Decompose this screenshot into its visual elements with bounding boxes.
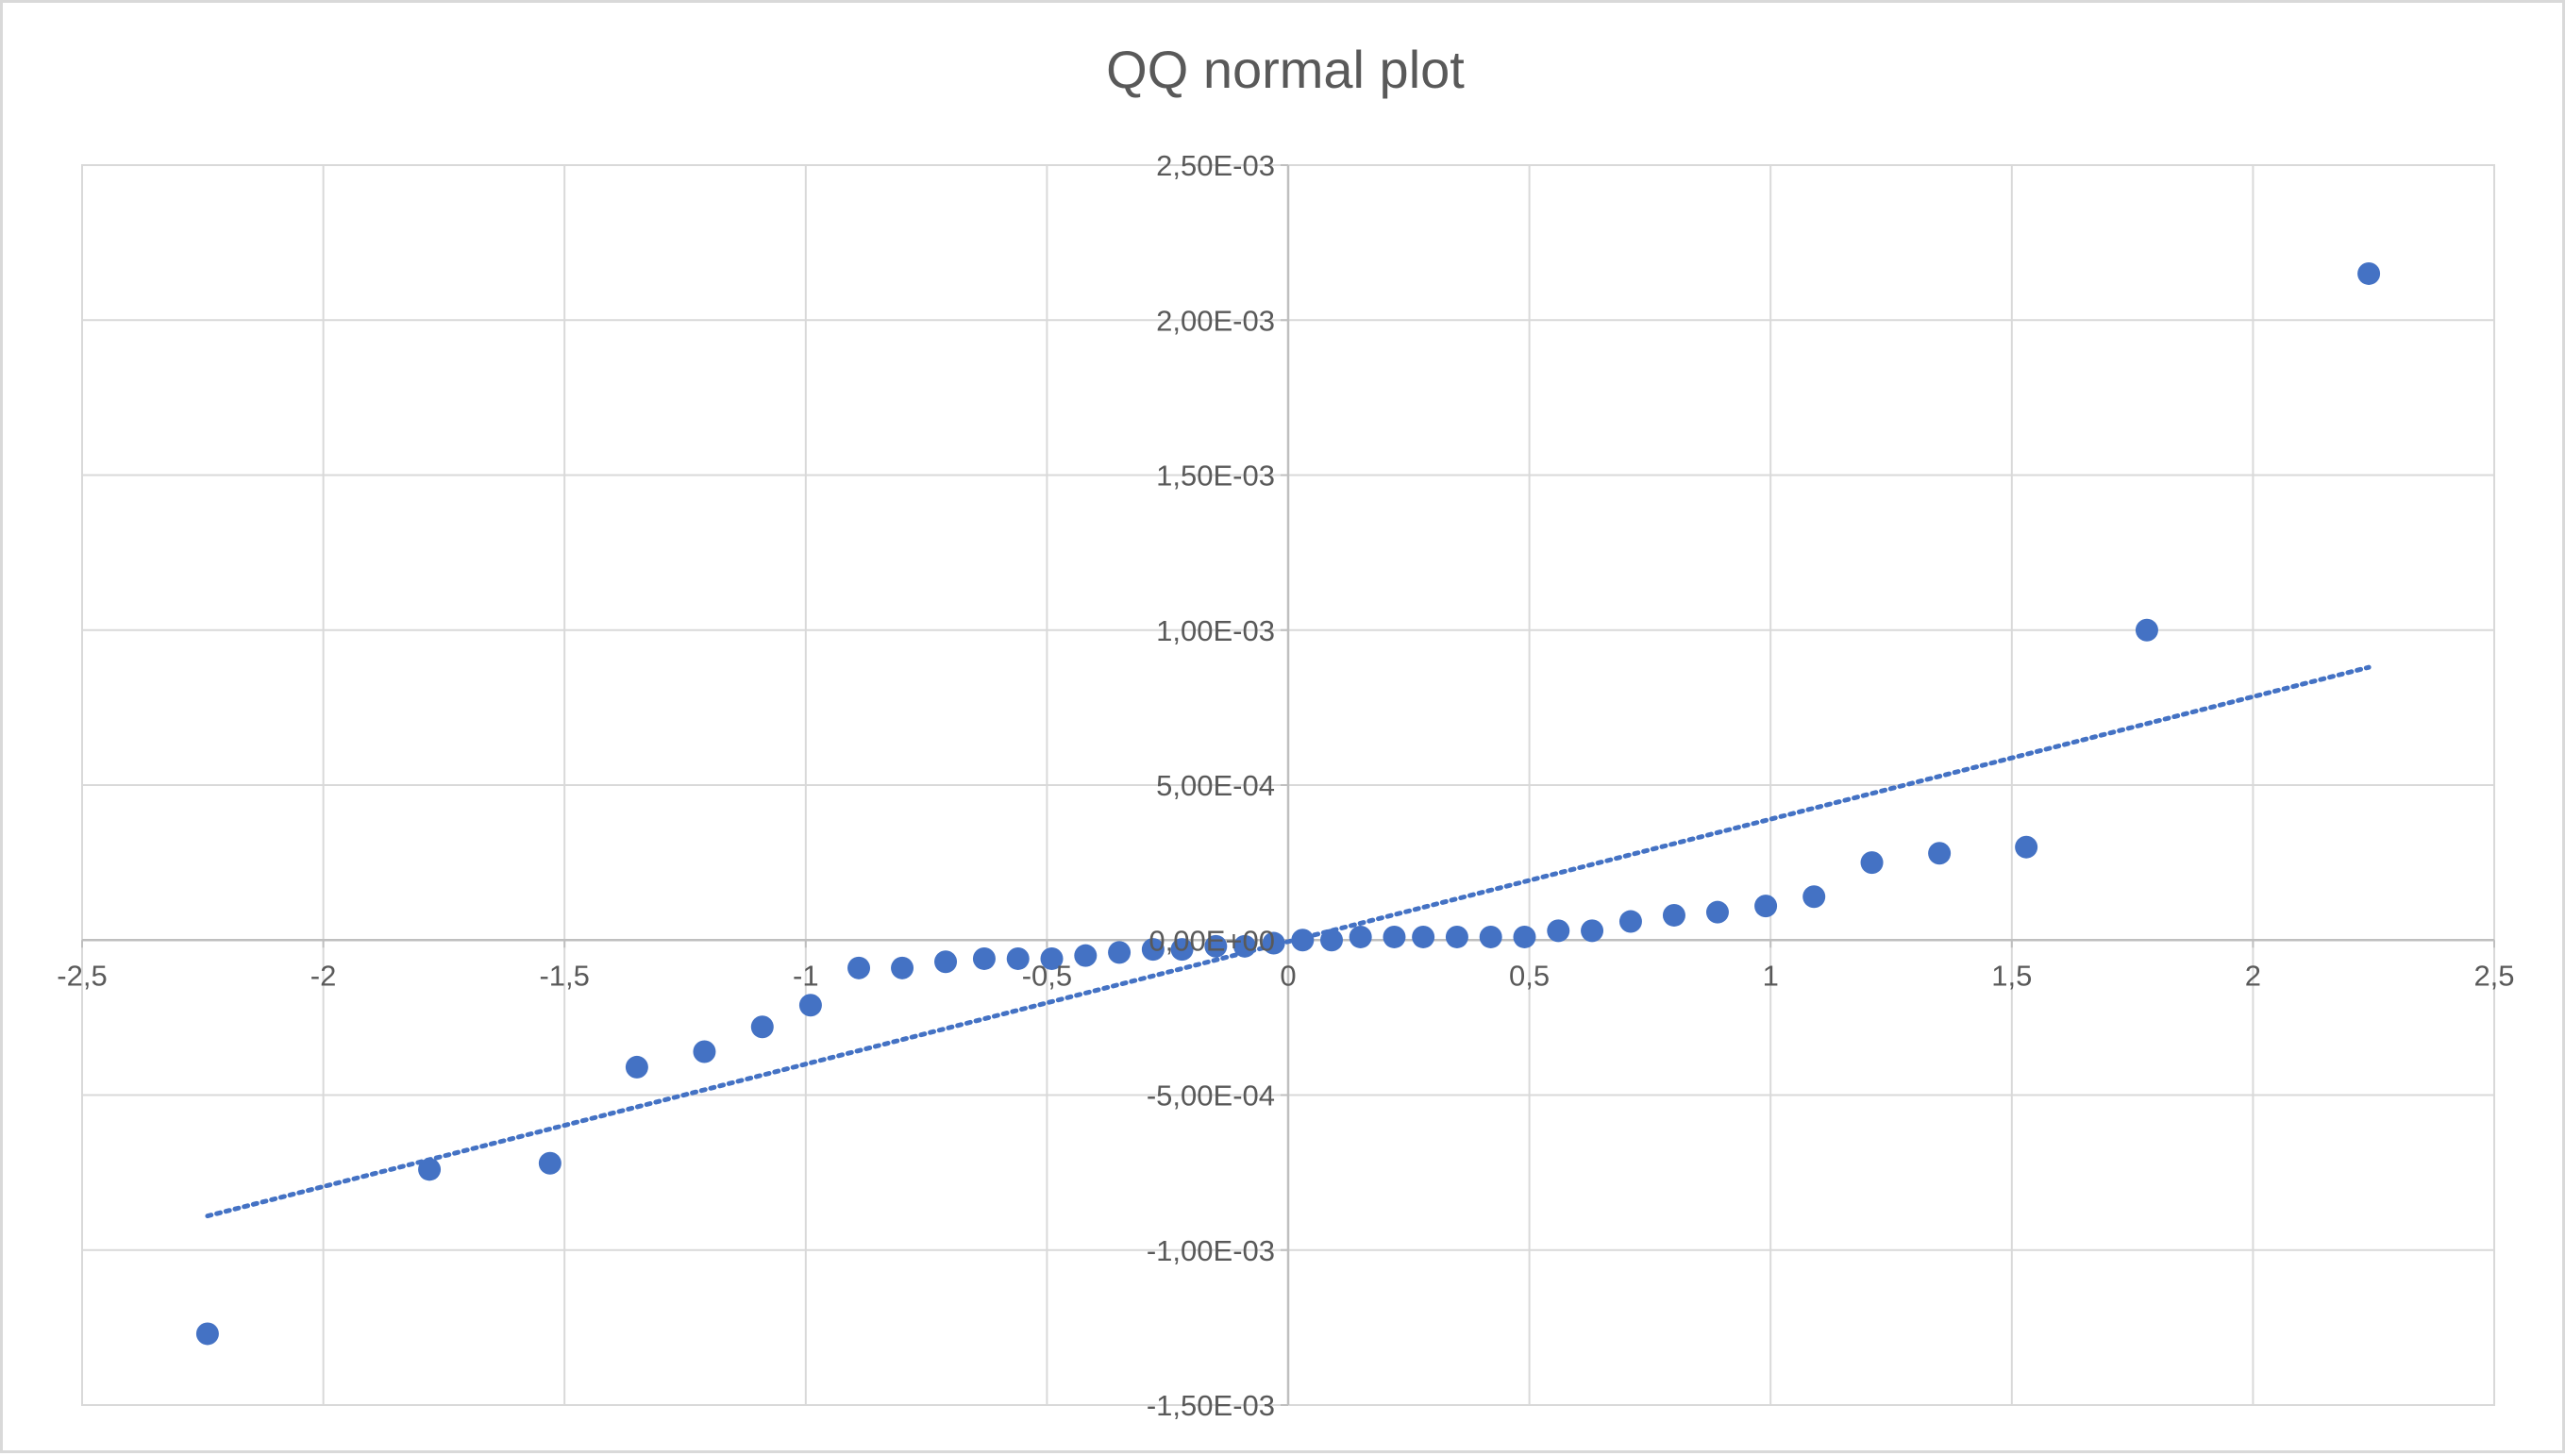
y-tick-label: 1,00E-03 <box>1156 614 1275 647</box>
data-point <box>1204 934 1228 958</box>
data-point <box>693 1040 716 1063</box>
x-tick-label: 0 <box>1280 959 1296 992</box>
x-tick-label: -0,5 <box>1022 959 1072 992</box>
x-tick-label: -2,5 <box>57 959 107 992</box>
data-point <box>1445 925 1468 948</box>
data-points <box>195 261 2381 1346</box>
data-point <box>538 1151 562 1175</box>
data-point <box>798 994 822 1017</box>
data-point <box>1349 925 1372 948</box>
chart-title: QQ normal plot <box>1106 40 1465 99</box>
x-tick-label: 1,5 <box>1991 959 2032 992</box>
data-point <box>847 956 871 979</box>
data-point <box>2015 835 2038 859</box>
x-tick-labels: -2,5 -2 -1,5 -1 -0,5 0 0,5 1 1,5 2 2,5 <box>57 959 2514 992</box>
x-tick-label: 2,5 <box>2473 959 2514 992</box>
data-point <box>1040 946 1064 970</box>
data-point <box>1383 925 1406 948</box>
data-point <box>1479 925 1502 948</box>
data-point <box>1412 925 1435 948</box>
data-point <box>2135 618 2158 642</box>
x-tick-label: -1 <box>793 959 819 992</box>
x-tick-label: 1 <box>1763 959 1779 992</box>
data-point <box>1802 885 1826 909</box>
data-point <box>1006 946 1030 970</box>
data-point <box>1513 925 1536 948</box>
data-point <box>1754 895 1778 918</box>
data-point <box>1618 910 1642 933</box>
y-tick-label: 2,50E-03 <box>1156 149 1275 182</box>
y-tick-label: -1,50E-03 <box>1147 1389 1275 1422</box>
data-point <box>1662 903 1685 927</box>
x-tick-label: -1,5 <box>539 959 589 992</box>
trendline <box>205 664 2372 1219</box>
data-point <box>1170 938 1194 962</box>
x-tick-label: 2 <box>2245 959 2261 992</box>
data-point <box>1705 900 1729 924</box>
data-point <box>1262 931 1285 955</box>
y-tick-label: 5,00E-04 <box>1156 769 1275 802</box>
data-point <box>625 1055 648 1079</box>
y-tick-label: 0,00E+00 <box>1148 924 1275 957</box>
data-point <box>934 950 958 974</box>
data-point <box>1291 929 1315 952</box>
x-tick-label: 0,5 <box>1509 959 1550 992</box>
data-point <box>1232 934 1256 958</box>
data-point <box>1320 929 1344 952</box>
y-tick-labels: 2,50E-03 2,00E-03 1,50E-03 1,00E-03 5,00E-04… <box>1147 149 1275 1422</box>
data-point <box>195 1322 219 1346</box>
data-point <box>1928 842 1952 865</box>
y-tick-label: -1,00E-03 <box>1147 1234 1275 1267</box>
y-tick-label: 1,50E-03 <box>1156 460 1275 493</box>
data-point <box>1141 938 1165 962</box>
data-point <box>972 946 996 970</box>
y-tick-label: 2,00E-03 <box>1156 304 1275 337</box>
data-point <box>2357 261 2381 285</box>
data-point <box>1860 851 1884 875</box>
data-point <box>1547 919 1570 943</box>
data-point <box>1108 941 1132 964</box>
data-point <box>891 956 914 979</box>
data-point <box>1074 944 1098 967</box>
trendline-layer <box>205 664 2372 1219</box>
data-point <box>1581 919 1604 943</box>
scatter-chart: -2,5 -2 -1,5 -1 -0,5 0 0,5 1 1,5 2 2,5 2,50E-03 2,0… <box>57 149 2514 1422</box>
x-tick-label: -2 <box>310 959 337 992</box>
data-point <box>418 1158 442 1181</box>
y-tick-label: -5,00E-04 <box>1147 1079 1275 1113</box>
data-point <box>750 1015 774 1039</box>
